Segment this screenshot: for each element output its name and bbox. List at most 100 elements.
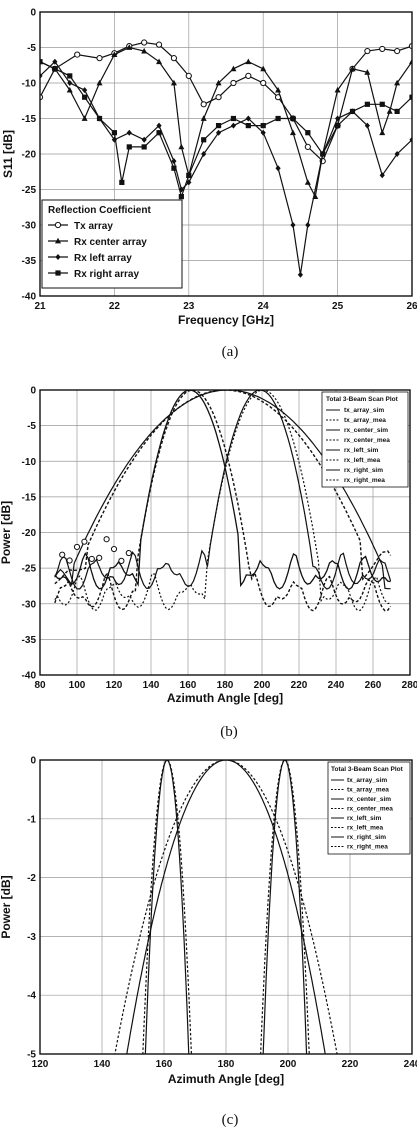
- data-point: [297, 271, 303, 278]
- measured-point: [88, 555, 95, 563]
- y-tick-label: -5: [27, 43, 36, 54]
- data-point: [126, 44, 133, 50]
- data-point: [52, 66, 58, 72]
- figure-caption: (b): [220, 724, 238, 740]
- y-tick-label: -1: [27, 814, 36, 825]
- y-tick-label: -35: [22, 635, 37, 646]
- x-tick-label: 260: [365, 680, 382, 691]
- data-point: [141, 136, 147, 143]
- data-point: [230, 65, 237, 72]
- y-tick-label: -5: [27, 1050, 36, 1061]
- x-axis-label: Frequency [GHz]: [178, 313, 274, 327]
- data-point: [275, 86, 282, 93]
- legend-entry: rx_center_sim: [344, 427, 388, 434]
- legend: Total 3-Beam Scan Plot tx_array_sim tx_arr…: [321, 391, 409, 488]
- data-point: [394, 151, 400, 157]
- plot-border: [39, 389, 411, 676]
- measured-point: [110, 545, 118, 553]
- y-tick-label: -30: [22, 221, 37, 232]
- legend-entry: rx_center_mea: [344, 437, 390, 444]
- legend-entry: Tx array: [74, 221, 113, 232]
- x-tick-label: 140: [143, 680, 160, 691]
- beam-0-trace-0: [144, 760, 190, 1054]
- y-tick-label: -10: [22, 79, 37, 90]
- legend-entry: tx_array_sim: [347, 777, 387, 784]
- data-point: [320, 151, 326, 157]
- beam-0-trace-0: [54, 390, 391, 591]
- y-tick-label: -20: [22, 150, 37, 161]
- data-point: [215, 94, 222, 101]
- y-tick-label: -25: [22, 185, 37, 196]
- legend: Total 3-Beam Scan Plot tx_array_sim tx_arr…: [327, 761, 411, 855]
- beam-curves: [114, 760, 338, 1054]
- legend-entry: rx_left_mea: [344, 457, 381, 464]
- data-point: [364, 47, 371, 55]
- measured-point: [125, 549, 132, 557]
- series-rx-right-array: [40, 59, 412, 200]
- chart-0: 21 22 23 24 25 26 0 -5 -10 -15 -20 -25 -30 -35 -40 Freq…: [1, 8, 417, 361]
- data-point: [178, 143, 185, 150]
- data-point: [82, 94, 88, 100]
- data-point: [335, 115, 341, 122]
- legend-entry: tx_array_mea: [344, 417, 386, 424]
- data-point: [186, 179, 192, 186]
- legend-entry: rx_right_mea: [344, 477, 385, 484]
- plot-border: [39, 11, 413, 297]
- data-point: [394, 47, 401, 55]
- x-tick-label: 220: [291, 680, 308, 691]
- data-point: [141, 39, 148, 46]
- data-point: [304, 143, 311, 150]
- beam-2-trace-0: [262, 760, 308, 1054]
- y-axis-label: Power [dB]: [0, 501, 13, 564]
- data-point: [364, 122, 370, 129]
- y-axis-label: S11 [dB]: [1, 130, 15, 178]
- data-point: [67, 80, 73, 86]
- x-tick-label: 23: [183, 301, 195, 312]
- data-point: [215, 79, 222, 86]
- data-point: [260, 79, 267, 87]
- legend-title: Total 3-Beam Scan Plot: [331, 766, 404, 773]
- data-point: [349, 108, 356, 114]
- data-point: [141, 47, 148, 54]
- series-line: [40, 60, 412, 275]
- data-point: [335, 123, 341, 129]
- data-point: [171, 165, 177, 171]
- data-point: [82, 87, 88, 94]
- y-tick-label: -5: [27, 421, 36, 432]
- data-point: [260, 65, 267, 72]
- data-point: [156, 58, 163, 65]
- legend-entry: rx_left_sim: [344, 447, 379, 454]
- beam-0-trace-1: [142, 760, 193, 1054]
- data-point: [40, 59, 43, 65]
- legend-entry: Rx right array: [74, 269, 139, 280]
- legend-entry: rx_right_mea: [347, 844, 388, 851]
- x-tick-label: 140: [94, 1059, 111, 1070]
- data-point: [394, 79, 401, 86]
- y-tick-label: -40: [22, 671, 37, 682]
- plot-border: [39, 759, 413, 1055]
- x-tick-label: 200: [254, 680, 271, 691]
- legend-marker: [55, 237, 61, 244]
- data-point: [290, 115, 296, 122]
- y-tick-label: -4: [27, 991, 36, 1002]
- legend-entry: tx_array_sim: [344, 407, 384, 414]
- legend-entry: rx_right_sim: [347, 834, 386, 841]
- measured-point: [103, 536, 110, 543]
- legend-entry: rx_right_sim: [344, 467, 383, 474]
- x-tick-label: 200: [280, 1059, 297, 1070]
- data-point: [260, 123, 266, 129]
- data-point: [96, 115, 103, 122]
- data-point: [334, 86, 341, 93]
- x-tick-label: 160: [156, 1059, 173, 1070]
- beam-0-trace-1: [54, 390, 392, 612]
- legend-title: Reflection Coefficient: [48, 205, 151, 216]
- x-tick-label: 21: [34, 301, 46, 312]
- data-point: [66, 86, 73, 93]
- data-point: [275, 165, 281, 172]
- y-tick-label: 0: [30, 756, 36, 767]
- data-point: [379, 172, 385, 179]
- data-point: [379, 101, 385, 107]
- figure-caption: (a): [222, 344, 239, 360]
- legend-entry: Rx center array: [74, 237, 147, 248]
